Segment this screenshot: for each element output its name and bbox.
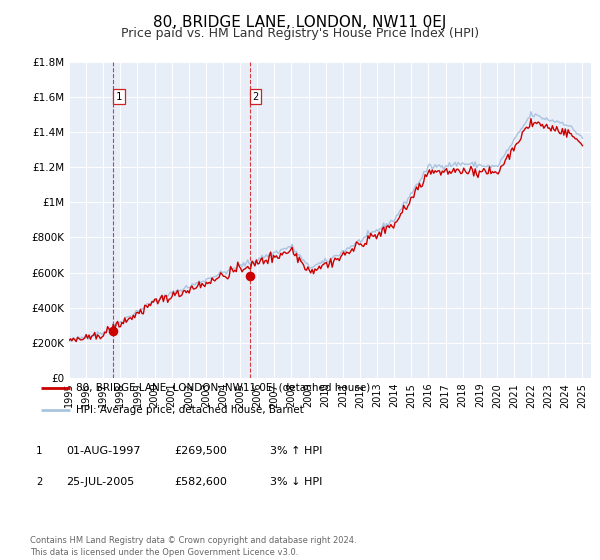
- Text: 1: 1: [36, 446, 42, 456]
- Point: [109, 326, 118, 335]
- Text: 1: 1: [116, 92, 122, 102]
- Text: 25-JUL-2005: 25-JUL-2005: [66, 477, 134, 487]
- Text: Contains HM Land Registry data © Crown copyright and database right 2024.
This d: Contains HM Land Registry data © Crown c…: [30, 536, 356, 557]
- Text: Price paid vs. HM Land Registry's House Price Index (HPI): Price paid vs. HM Land Registry's House …: [121, 27, 479, 40]
- Point: [245, 271, 254, 280]
- Text: 80, BRIDGE LANE, LONDON, NW11 0EJ (detached house): 80, BRIDGE LANE, LONDON, NW11 0EJ (detac…: [76, 383, 370, 393]
- Text: HPI: Average price, detached house, Barnet: HPI: Average price, detached house, Barn…: [76, 405, 304, 415]
- Text: 3% ↓ HPI: 3% ↓ HPI: [270, 477, 322, 487]
- Text: 3% ↑ HPI: 3% ↑ HPI: [270, 446, 322, 456]
- Text: £582,600: £582,600: [174, 477, 227, 487]
- Text: 2: 2: [252, 92, 259, 102]
- Text: 80, BRIDGE LANE, LONDON, NW11 0EJ: 80, BRIDGE LANE, LONDON, NW11 0EJ: [154, 15, 446, 30]
- Text: 01-AUG-1997: 01-AUG-1997: [66, 446, 140, 456]
- Text: 2: 2: [36, 477, 42, 487]
- Text: £269,500: £269,500: [174, 446, 227, 456]
